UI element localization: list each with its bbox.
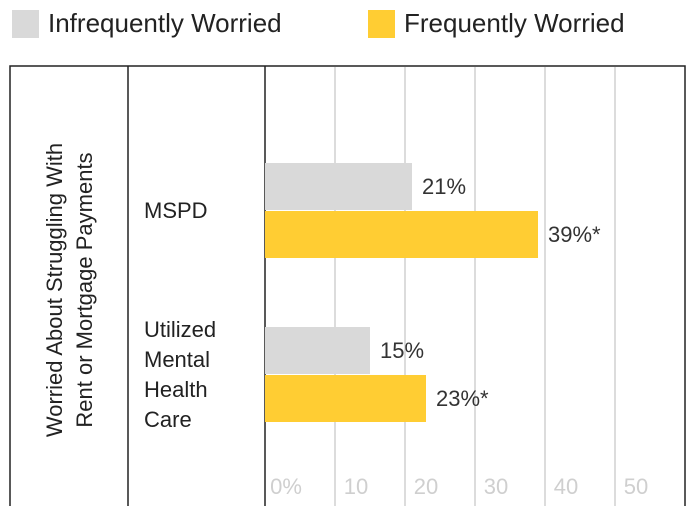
category-label: Utilized Mental Health Care [144,317,217,432]
x-tick-label: 40 [554,474,578,499]
x-tick-label: 0% [270,474,302,499]
x-tick-label: 20 [414,474,438,499]
legend-swatch [368,10,395,38]
legend-label: Frequently Worried [404,8,625,38]
value-label: 23%* [436,386,489,411]
bar [265,327,370,374]
bar [265,211,538,258]
value-label: 15% [380,338,424,363]
x-tick-label: 30 [484,474,508,499]
value-label: 39%* [548,222,601,247]
legend-swatch [12,10,39,38]
frame [9,65,686,506]
value-label: 21% [422,174,466,199]
bar [265,375,426,422]
category-label: MSPD [144,198,208,223]
bar [265,163,412,210]
y-axis-label: Worried About Struggling With Rent or Mo… [42,142,97,438]
x-tick-label: 50 [624,474,648,499]
legend-label: Infrequently Worried [48,8,282,38]
x-tick-label: 10 [344,474,368,499]
